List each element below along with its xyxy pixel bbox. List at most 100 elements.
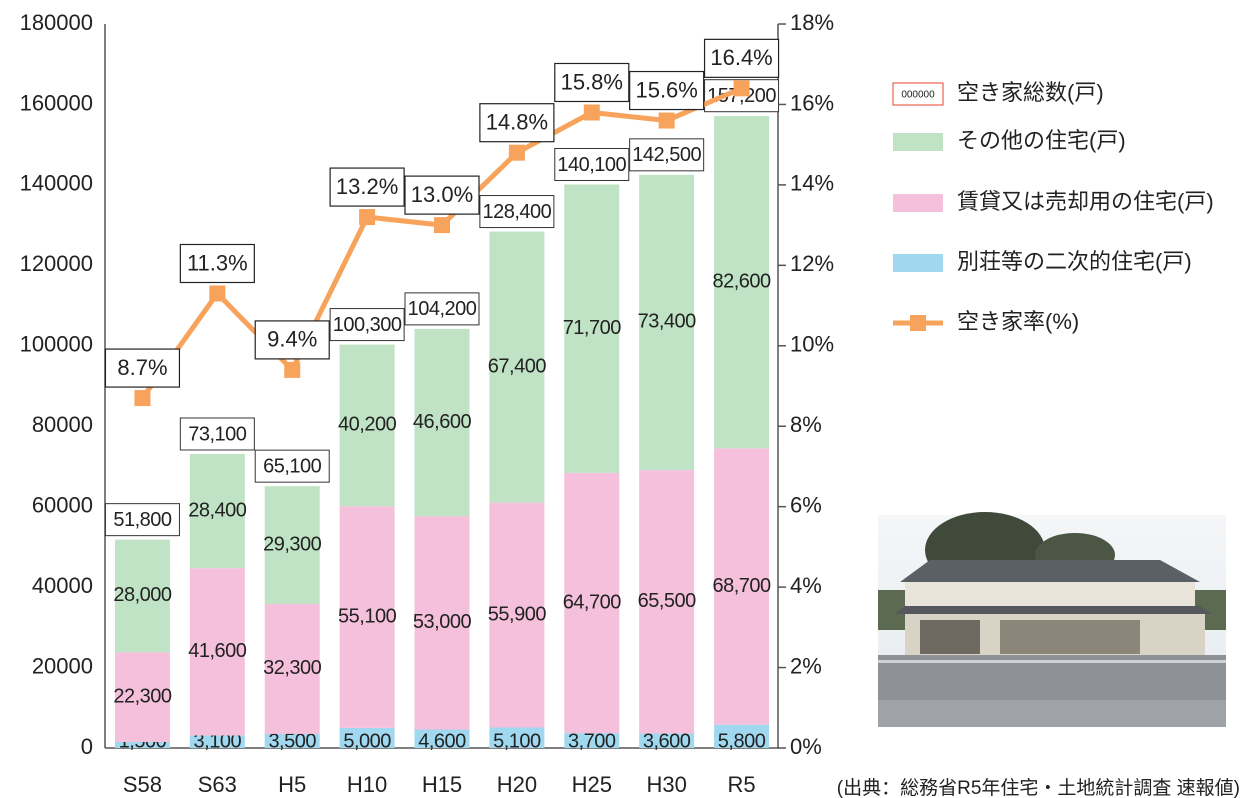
bar-value-label: 82,600	[712, 271, 771, 293]
legend-label: 空き家総数(戸)	[957, 80, 1104, 105]
bar-value-label: 55,900	[488, 603, 547, 625]
x-tick-label: H10	[347, 772, 387, 797]
rate-value-label: 15.8%	[561, 69, 623, 94]
rate-marker	[659, 113, 675, 129]
rate-value-label: 13.2%	[336, 174, 398, 199]
y-tick-label: 40000	[32, 573, 93, 598]
total-value-label: 51,800	[113, 509, 172, 531]
rate-marker	[734, 80, 750, 96]
total-label: 51,800	[105, 504, 179, 536]
bar-value-label: 55,100	[338, 605, 397, 627]
y-tick-label: 180000	[20, 10, 93, 35]
y-tick-label: 20000	[32, 653, 93, 678]
y-tick-label: 100000	[20, 332, 93, 357]
x-tick-label: H20	[497, 772, 537, 797]
y-tick-label: 60000	[32, 492, 93, 517]
bar-value-label: 29,300	[263, 533, 322, 555]
photo	[878, 512, 1226, 727]
total-label: 73,100	[180, 418, 254, 450]
legend-swatch	[893, 254, 943, 272]
x-tick-label: H30	[646, 772, 686, 797]
bar-value-label: 46,600	[413, 411, 472, 433]
rate-marker	[509, 145, 525, 161]
legend-label: 別荘等の二次的住宅(戸)	[957, 249, 1192, 274]
total-value-label: 128,400	[482, 201, 551, 223]
y-tick-label: 120000	[20, 251, 93, 276]
y-tick-label: 0	[81, 734, 93, 759]
bar-value-label: 4,600	[418, 730, 466, 752]
rate-marker	[134, 390, 150, 406]
legend-label: 空き家率(%)	[957, 309, 1079, 334]
y2-tick-label: 2%	[790, 653, 822, 678]
bar-value-label: 41,600	[188, 640, 247, 662]
y-tick-label: 160000	[20, 90, 93, 115]
source-note: (出典：総務省R5年住宅・土地統計調査 速報値)	[837, 777, 1240, 798]
total-label: 100,300	[330, 309, 404, 341]
y2-tick-label: 18%	[790, 10, 834, 35]
rate-value-label: 14.8%	[486, 110, 548, 135]
total-label: 140,100	[555, 148, 629, 180]
total-value-label: 100,300	[333, 314, 402, 336]
rate-value-label: 8.7%	[117, 355, 167, 380]
total-label: 65,100	[255, 450, 329, 482]
bar-value-label: 22,300	[113, 685, 172, 707]
bar-value-label: 28,000	[113, 584, 172, 606]
legend-swatch	[893, 133, 943, 151]
rate-marker	[434, 217, 450, 233]
rate-value-label: 9.4%	[267, 327, 317, 352]
y2-tick-label: 6%	[790, 492, 822, 517]
legend-swatch	[893, 194, 943, 212]
x-tick-label: H15	[422, 772, 462, 797]
total-value-label: 65,100	[263, 455, 322, 477]
total-value-label: 104,200	[408, 298, 477, 320]
bar-value-label: 68,700	[712, 575, 771, 597]
x-tick-label: R5	[727, 772, 755, 797]
chart: (出典：総務省R5年住宅・土地統計調査 速報値) 0 20000 40000 6000…	[0, 0, 1250, 798]
legend-label: 賃貸又は売却用の住宅(戸)	[957, 189, 1214, 214]
y2-tick-label: 0%	[790, 734, 822, 759]
bar-value-label: 53,000	[413, 611, 472, 633]
total-value-label: 142,500	[632, 144, 701, 166]
rate-value-label: 15.6%	[635, 77, 697, 102]
y2-tick-label: 14%	[790, 171, 834, 196]
y2-tick-label: 16%	[790, 90, 834, 115]
x-tick-label: H5	[278, 772, 306, 797]
rate-marker	[359, 209, 375, 225]
y-tick-label: 140000	[20, 171, 93, 196]
bar-value-label: 5,000	[343, 730, 391, 752]
bar-value-label: 65,500	[638, 590, 697, 612]
x-tick-label: H25	[572, 772, 612, 797]
y2-tick-label: 8%	[790, 412, 822, 437]
y2-tick-label: 12%	[790, 251, 834, 276]
legend-marker	[910, 315, 926, 331]
bar-value-label: 5,800	[718, 730, 766, 752]
bar-value-label: 3,600	[643, 730, 691, 752]
bar-value-label: 40,200	[338, 414, 397, 436]
bar-value-label: 64,700	[563, 591, 622, 613]
rate-value-label: 13.0%	[411, 182, 473, 207]
rate-value-label: 11.3%	[187, 250, 248, 275]
y-tick-label: 80000	[32, 412, 93, 437]
total-value-label: 140,100	[557, 154, 626, 176]
total-label: 128,400	[480, 196, 554, 228]
bar-value-label: 71,700	[563, 317, 622, 339]
bar-value-label: 5,100	[493, 730, 541, 752]
total-value-label: 73,100	[188, 423, 247, 445]
x-tick-label: S58	[123, 772, 162, 797]
x-tick-label: S63	[198, 772, 237, 797]
y2-tick-label: 10%	[790, 332, 834, 357]
rate-marker	[209, 285, 225, 301]
rate-marker	[584, 104, 600, 120]
total-label: 104,200	[405, 293, 479, 325]
bar-value-label: 67,400	[488, 355, 547, 377]
bar-value-label: 28,400	[188, 499, 247, 521]
rate-value-label: 16.4%	[710, 45, 772, 70]
legend-sample: 000000	[901, 90, 935, 101]
bar-value-label: 73,400	[638, 311, 697, 333]
y2-tick-label: 4%	[790, 573, 822, 598]
total-label: 142,500	[630, 139, 704, 171]
legend-label: その他の住宅(戸)	[957, 128, 1126, 153]
bar-value-label: 3,700	[568, 730, 616, 752]
rate-marker	[284, 362, 300, 378]
bar-value-label: 32,300	[263, 657, 322, 679]
